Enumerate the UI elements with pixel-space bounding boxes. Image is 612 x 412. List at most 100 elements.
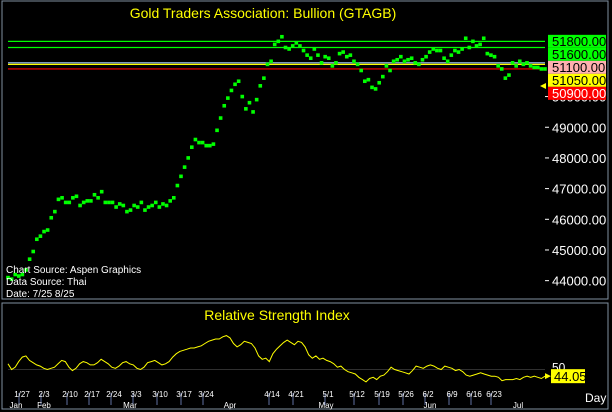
price-point bbox=[222, 103, 227, 108]
price-point bbox=[301, 48, 306, 53]
price-point bbox=[341, 50, 345, 54]
price-point bbox=[128, 208, 133, 212]
price-point bbox=[388, 68, 392, 73]
y-tick-label: 44000.00 bbox=[552, 274, 606, 289]
price-point bbox=[157, 205, 162, 209]
price-point bbox=[27, 257, 32, 261]
price-point bbox=[63, 200, 68, 205]
price-point bbox=[215, 128, 219, 133]
price-point bbox=[175, 183, 180, 188]
price-point bbox=[460, 47, 464, 51]
x-tick-label: 6/9 bbox=[446, 390, 458, 399]
price-point bbox=[290, 44, 295, 48]
price-point bbox=[244, 107, 248, 111]
x-tick-label: 2/10 bbox=[62, 390, 78, 399]
x-tick-label: 4/21 bbox=[288, 390, 304, 399]
price-point bbox=[229, 88, 234, 93]
price-point bbox=[287, 47, 291, 51]
price-point bbox=[337, 51, 342, 56]
price-point bbox=[6, 275, 10, 280]
price-point bbox=[42, 229, 46, 234]
price-point bbox=[78, 203, 82, 208]
price-point bbox=[417, 62, 421, 67]
price-point bbox=[182, 165, 187, 169]
price-point bbox=[384, 64, 389, 68]
price-point bbox=[348, 53, 353, 57]
x-tick-label: 3/3 bbox=[130, 390, 142, 399]
rsi-chart-title: Relative Strength Index bbox=[204, 307, 350, 323]
price-point bbox=[139, 200, 144, 205]
price-point bbox=[85, 199, 90, 203]
price-y-axis: 44000.00 45000.00 46000.00 47000.00 48000.00… bbox=[545, 90, 606, 289]
y-tick-label: 48000.00 bbox=[552, 151, 606, 166]
price-point bbox=[402, 59, 407, 64]
x-month-label: Jul bbox=[513, 401, 523, 410]
price-point bbox=[431, 47, 436, 51]
price-point bbox=[179, 174, 183, 179]
price-point bbox=[474, 44, 479, 48]
price-point bbox=[370, 85, 374, 90]
price-point bbox=[298, 44, 302, 48]
x-month-label: May bbox=[318, 401, 333, 410]
price-point bbox=[67, 200, 72, 205]
price-point bbox=[330, 64, 335, 68]
y-tick-label: 45000.00 bbox=[552, 243, 606, 258]
price-point bbox=[121, 203, 126, 208]
x-month-label: Jan bbox=[10, 401, 23, 410]
price-point bbox=[132, 203, 136, 208]
last-price-marker bbox=[540, 83, 546, 89]
x-month-label: Apr bbox=[224, 401, 237, 410]
x-tick-label: 6/23 bbox=[486, 390, 502, 399]
price-point bbox=[272, 42, 277, 47]
price-point bbox=[56, 197, 61, 202]
price-point bbox=[528, 64, 533, 68]
price-point bbox=[236, 79, 241, 84]
price-point bbox=[535, 65, 540, 70]
price-point bbox=[150, 203, 154, 208]
price-point bbox=[190, 145, 194, 149]
price-point bbox=[53, 209, 57, 214]
price-point bbox=[316, 53, 320, 57]
price-point bbox=[24, 268, 28, 272]
rsi-current-label: 44.05 bbox=[554, 369, 587, 384]
price-point bbox=[507, 73, 511, 77]
price-point bbox=[377, 80, 382, 85]
price-point bbox=[81, 200, 86, 205]
price-point bbox=[399, 54, 403, 59]
date-text: Date: 7/25 8/25 bbox=[6, 289, 75, 300]
price-point bbox=[125, 209, 129, 214]
price-point bbox=[355, 62, 360, 67]
price-point bbox=[510, 61, 515, 65]
price-point bbox=[240, 94, 245, 99]
price-point bbox=[96, 196, 100, 200]
reference-label-box bbox=[548, 73, 606, 87]
price-point bbox=[204, 143, 209, 148]
price-point bbox=[323, 54, 327, 59]
price-point bbox=[326, 56, 331, 61]
price-point bbox=[200, 140, 205, 145]
reference-label-box bbox=[548, 34, 606, 48]
price-point bbox=[514, 64, 518, 68]
price-point bbox=[334, 61, 338, 65]
price-point bbox=[233, 82, 237, 87]
price-point bbox=[406, 57, 410, 62]
price-point bbox=[478, 42, 482, 47]
x-month-label: Jun bbox=[424, 401, 437, 410]
price-point bbox=[60, 196, 64, 200]
price-point bbox=[89, 199, 93, 203]
price-point bbox=[453, 48, 457, 53]
price-point bbox=[49, 215, 54, 220]
price-point bbox=[269, 59, 273, 64]
price-point bbox=[107, 200, 111, 205]
price-point bbox=[117, 202, 122, 206]
price-point bbox=[539, 67, 544, 71]
day-label: Day bbox=[585, 391, 606, 405]
price-point bbox=[463, 36, 468, 41]
price-point bbox=[308, 56, 313, 61]
price-point bbox=[251, 110, 255, 114]
reference-label: 51050.00 bbox=[552, 73, 606, 88]
price-point bbox=[521, 62, 526, 67]
price-point bbox=[103, 200, 108, 205]
